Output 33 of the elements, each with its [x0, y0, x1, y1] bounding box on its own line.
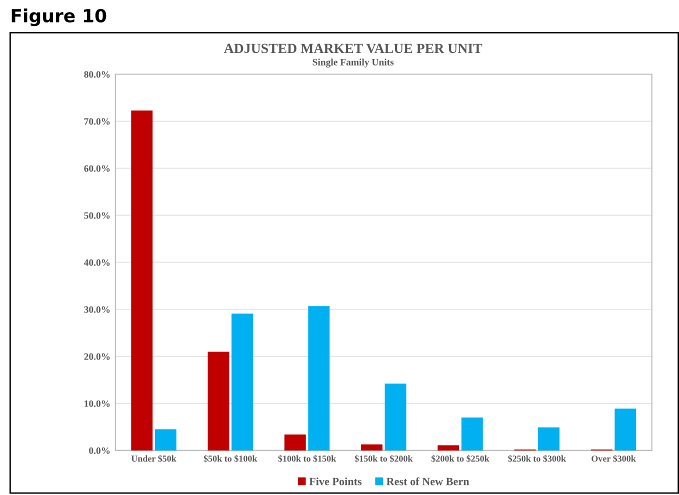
y-tick-label: 40.0%: [84, 259, 110, 266]
bar: [131, 110, 153, 450]
caption: Figure 10: [12, 8, 106, 26]
legend-label: Five Points: [309, 477, 362, 486]
x-tick-label: $150k to $200k: [354, 455, 413, 462]
x-tick-label: $50k to $100k: [204, 455, 258, 462]
bar: [154, 429, 176, 450]
x-tick-label: $200k to $250k: [431, 455, 490, 462]
x-tick-label: $250k to $300k: [508, 455, 566, 462]
y-tick-label: 10.0%: [84, 400, 110, 407]
bar: [538, 427, 560, 450]
bar: [461, 418, 483, 450]
bar: [438, 445, 460, 450]
bar: [232, 314, 253, 450]
legend-label: Rest of New Bern: [386, 477, 470, 486]
bar: [208, 352, 230, 450]
y-tick-label: 70.0%: [84, 118, 110, 125]
y-tick-label: 20.0%: [84, 353, 110, 360]
y-tick-label: 30.0%: [84, 306, 110, 313]
bar: [614, 408, 636, 450]
chart-title: ADJUSTED MARKET VALUE PER UNIT: [224, 44, 482, 54]
y-tick-label: 60.0%: [84, 165, 110, 172]
y-tick-label: 80.0%: [84, 71, 110, 78]
x-tick-label: Under $50k: [131, 455, 176, 462]
bar: [284, 434, 306, 450]
y-tick-label: 50.0%: [84, 212, 110, 219]
bar: [384, 384, 406, 450]
bar: [361, 444, 382, 450]
x-tick-label: Over $300k: [592, 455, 636, 462]
chart-subtitle: Single Family Units: [312, 58, 394, 68]
y-tick-label: 0.0%: [89, 447, 110, 454]
bar: [308, 306, 330, 450]
x-tick-label: $100k to $150k: [278, 455, 336, 462]
